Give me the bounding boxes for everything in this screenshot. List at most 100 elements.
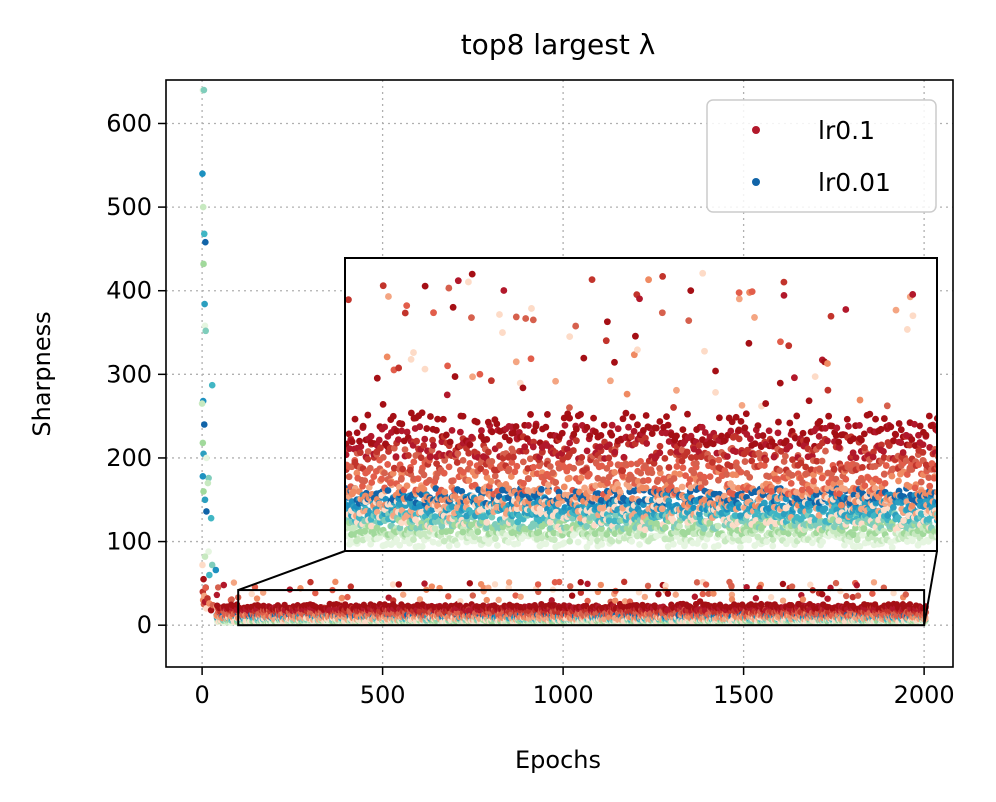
inset-point-lr0.1: [496, 441, 503, 449]
data-point-lr0.1: [213, 591, 221, 599]
inset-point-lr0.1: [496, 311, 503, 318]
data-point-lr0.1: [395, 581, 403, 588]
inset-point-lr0.01: [361, 527, 369, 535]
inset-point-lr0.1: [434, 415, 442, 423]
inset-point-lr0.1: [364, 448, 372, 455]
inset-point-lr0.1: [487, 377, 495, 385]
inset-point-lr0.1: [416, 423, 424, 431]
inset-point-lr0.01: [453, 541, 461, 549]
y-tick-label: 600: [106, 109, 152, 137]
inset-point-lr0.1: [468, 314, 475, 322]
inset-point-lr0.1: [420, 485, 428, 493]
data-point-lr0.1: [307, 578, 314, 586]
data-point-lr0.1: [204, 595, 211, 602]
inset-point-lr0.1: [345, 473, 353, 481]
inset-point-lr0.1: [451, 373, 459, 380]
data-point-lr0.1: [428, 583, 436, 590]
inset-point-lr0.1: [359, 482, 366, 490]
data-point-lr0.1: [495, 596, 502, 604]
inset-point-lr0.1: [482, 468, 490, 476]
data-point-lr0.01: [201, 322, 209, 330]
inset-point-lr0.1: [418, 409, 426, 417]
plot-frame: [165, 79, 954, 668]
data-point-lr0.1: [253, 595, 261, 602]
inset-point-lr0.1: [383, 353, 391, 361]
data-point-lr0.01: [200, 86, 208, 94]
data-point-lr0.1: [728, 596, 736, 603]
inset-point-lr0.1: [356, 437, 363, 445]
data-point-lr0.1: [728, 591, 736, 598]
data-point-lr0.1: [512, 592, 519, 599]
inset-point-lr0.1: [406, 466, 414, 474]
inset-point-lr0.1: [373, 374, 381, 382]
data-point-lr0.01: [207, 514, 215, 522]
y-tick-label: 400: [106, 277, 152, 305]
inset-point-lr0.1: [361, 477, 369, 485]
inset-point-lr0.01: [393, 536, 401, 543]
data-point-lr0.1: [421, 580, 428, 587]
data-point-lr0.01: [204, 479, 212, 487]
data-point-lr0.01: [199, 439, 207, 447]
data-point-lr0.1: [207, 606, 215, 614]
inset-point-lr0.1: [500, 287, 508, 294]
data-point-lr0.1: [568, 592, 576, 599]
inset-point-lr0.01: [429, 538, 437, 546]
x-tick-label: 500: [360, 681, 406, 709]
data-point-lr0.1: [832, 579, 840, 587]
data-point-lr0.1: [517, 593, 524, 600]
data-point-lr0.01: [201, 496, 209, 504]
inset-point-lr0.1: [468, 433, 476, 441]
data-point-lr0.01: [200, 488, 207, 495]
inset-points: [345, 269, 937, 551]
inset-point-lr0.1: [454, 450, 462, 458]
inset-point-lr0.1: [385, 293, 392, 300]
data-point-lr0.1: [611, 597, 619, 604]
inset-point-lr0.01: [364, 534, 372, 542]
inset-point-lr0.1: [368, 522, 375, 530]
data-point-lr0.1: [824, 595, 831, 602]
inset-point-lr0.1: [390, 444, 398, 452]
data-point-lr0.1: [853, 582, 860, 589]
inset-point-lr0.1: [401, 309, 409, 317]
inset-point-lr0.1: [387, 479, 394, 487]
inset-zoom-panel: [344, 257, 938, 552]
inset-point-lr0.1: [417, 454, 425, 462]
data-point-lr0.1: [655, 590, 662, 598]
inset-point-lr0.1: [448, 426, 456, 434]
data-point-lr0.1: [752, 595, 760, 602]
data-point-lr0.1: [641, 593, 649, 601]
zoom-connector-left: [237, 550, 346, 592]
inset-point-lr0.01: [396, 524, 404, 532]
inset-point-lr0.1: [378, 475, 386, 483]
data-points: [198, 86, 930, 627]
data-point-lr0.1: [779, 597, 787, 604]
data-point-lr0.01: [202, 327, 210, 335]
inset-point-lr0.1: [421, 435, 429, 443]
data-point-lr0.1: [728, 583, 735, 590]
inset-point-lr0.1: [389, 469, 397, 477]
inset-point-lr0.1: [453, 459, 461, 466]
inset-point-lr0.01: [445, 542, 453, 550]
inset-point-lr0.1: [473, 418, 481, 426]
data-point-lr0.01: [205, 548, 212, 555]
inset-point-lr0.1: [488, 428, 496, 436]
data-point-lr0.1: [548, 597, 555, 604]
data-point-lr0.1: [389, 581, 397, 588]
data-point-lr0.1: [672, 591, 679, 598]
inset-point-lr0.01: [493, 542, 501, 549]
data-point-lr0.01: [205, 474, 212, 482]
inset-point-lr0.1: [448, 477, 456, 485]
inset-point-lr0.1: [427, 413, 434, 420]
data-point-lr0.01: [200, 260, 207, 268]
data-point-lr0.1: [214, 584, 222, 591]
data-point-lr0.1: [248, 590, 255, 598]
data-point-lr0.1: [338, 594, 346, 602]
data-point-lr0.1: [902, 591, 910, 598]
inset-point-lr0.1: [357, 443, 365, 451]
inset-point-lr0.1: [403, 302, 411, 310]
inset-point-lr0.1: [353, 429, 361, 437]
inset-point-lr0.1: [466, 460, 474, 467]
data-point-lr0.01: [199, 473, 207, 480]
data-point-lr0.1: [702, 581, 710, 588]
